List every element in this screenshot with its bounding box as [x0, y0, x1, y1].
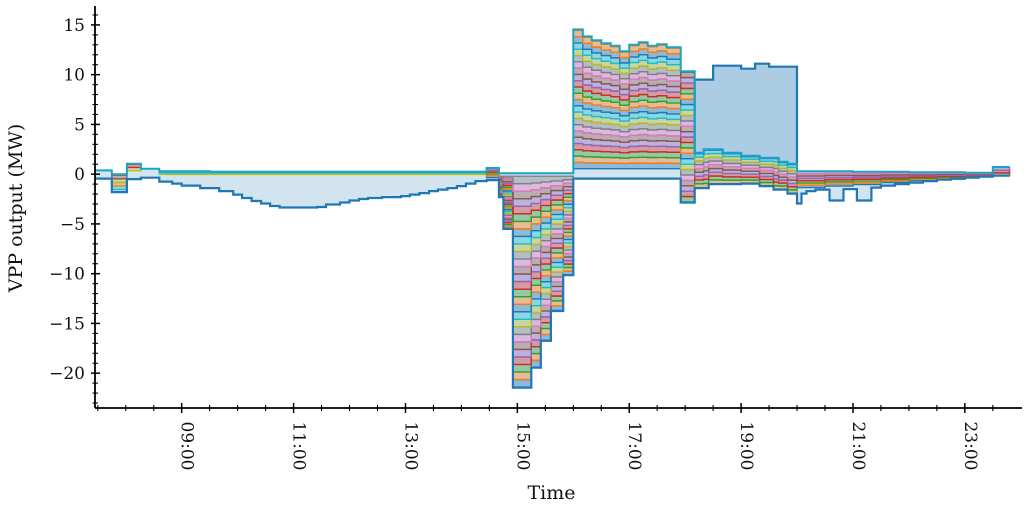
unit-band [680, 87, 696, 95]
band-group-morning-dip [111, 174, 128, 191]
band-group-end-blip [992, 166, 1011, 177]
unit-band [680, 98, 696, 106]
unit-band [680, 185, 696, 192]
band-group-evening-discharge-stack [572, 29, 682, 170]
top-envelope-line [95, 28, 1010, 176]
aggregate-envelope-area [95, 29, 1010, 388]
x-axis-label: Time [527, 482, 575, 504]
x-tick-label: 13:00 [400, 422, 420, 471]
unit-band [680, 158, 696, 165]
y-tick-label: 15 [63, 16, 85, 36]
unit-band [680, 147, 696, 154]
unit-band [680, 131, 696, 138]
unit-band [111, 174, 128, 180]
unit-band [680, 168, 696, 176]
unit-band [680, 152, 696, 160]
bottom-envelope-line [95, 174, 1010, 389]
band-group-transition-column [680, 71, 696, 203]
unit-band [680, 190, 696, 198]
unit-band [680, 136, 696, 144]
unit-band [680, 93, 696, 100]
unit-band [680, 82, 696, 90]
y-tick-label: −20 [49, 364, 85, 384]
y-axis-label: VPP output (MW) [5, 124, 27, 294]
unit-band [680, 141, 696, 149]
unit-band [680, 174, 696, 182]
band-group-morning-bump [126, 163, 142, 172]
band-group-pre-dip-bump [485, 167, 500, 179]
y-tick-label: 0 [74, 165, 85, 185]
unit-band [680, 109, 696, 117]
y-tick-label: −10 [49, 265, 85, 285]
y-tick-label: 5 [74, 115, 85, 135]
y-tick-label: 10 [63, 66, 85, 86]
unit-band [680, 163, 696, 171]
x-tick-label: 17:00 [624, 422, 644, 471]
unit-band [680, 103, 696, 111]
unit-band [680, 120, 696, 127]
y-tick-label: −15 [49, 314, 85, 334]
x-tick-label: 09:00 [177, 422, 197, 471]
unit-band [680, 114, 696, 122]
unit-band [680, 125, 696, 133]
x-tick-label: 19:00 [736, 422, 756, 471]
unit-band [498, 175, 574, 185]
y-tick-label: −5 [60, 215, 85, 235]
unit-band [680, 195, 696, 203]
x-tick-label: 11:00 [289, 422, 309, 471]
x-tick-label: 15:00 [512, 422, 532, 471]
x-tick-label: 23:00 [960, 422, 980, 471]
unit-band [680, 179, 696, 187]
x-tick-label: 21:00 [848, 422, 868, 471]
axes: 15 10 5 0 −5 −10 −15 −20 09:00 11:00 13:00 15:00 17:… [5, 6, 1022, 504]
unit-band [680, 71, 696, 79]
unit-band [680, 76, 696, 84]
